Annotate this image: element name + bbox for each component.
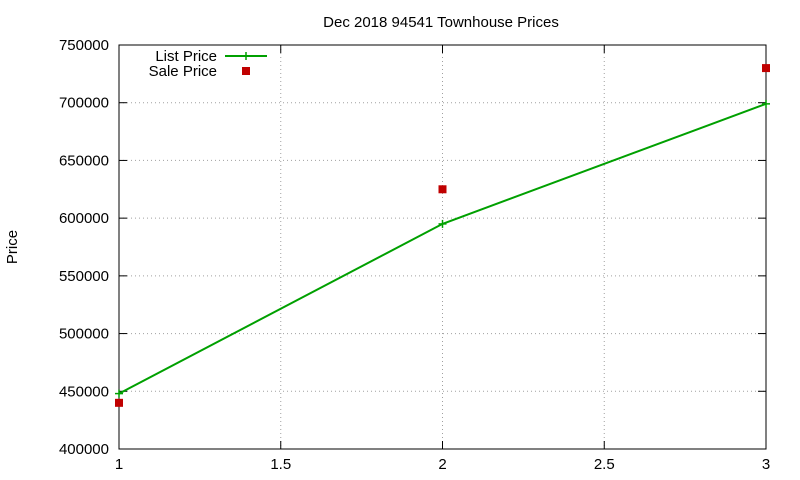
y-tick-label: 700000: [59, 95, 109, 112]
x-tick-label: 2.5: [594, 456, 615, 473]
x-tick-label: 3: [762, 456, 770, 473]
x-tick-label: 1: [115, 456, 123, 473]
legend-swatch-sale-price: [242, 67, 250, 75]
y-tick-label: 500000: [59, 326, 109, 343]
sale-price-point: [762, 64, 770, 73]
y-tick-label: 650000: [59, 152, 109, 169]
y-axis-label: Price: [4, 230, 21, 264]
axes: 400000 450000 500000 550000 600000 650000 7000…: [59, 37, 770, 473]
y-tick-label: 400000: [59, 441, 109, 458]
x-tick-label: 1.5: [270, 456, 291, 473]
list-price-point: [762, 99, 770, 108]
legend-label-list-price: List Price: [155, 48, 217, 65]
list-price-point: [115, 389, 123, 398]
x-tick-label: 2: [438, 456, 446, 473]
y-tick-label: 600000: [59, 210, 109, 227]
sale-price-point: [115, 398, 123, 407]
list-price-point: [438, 219, 447, 228]
y-tick-label: 450000: [59, 383, 109, 400]
y-tick-label: 550000: [59, 268, 109, 285]
plot-frame: [118, 44, 767, 450]
grid: [119, 45, 766, 449]
list-price-line: [118, 102, 767, 395]
series: [115, 64, 770, 407]
y-tick-label: 750000: [59, 37, 109, 54]
legend-label-sale-price: Sale Price: [149, 63, 217, 80]
sale-price-point: [438, 185, 447, 194]
chart-title: Dec 2018 94541 Townhouse Prices: [323, 14, 559, 31]
